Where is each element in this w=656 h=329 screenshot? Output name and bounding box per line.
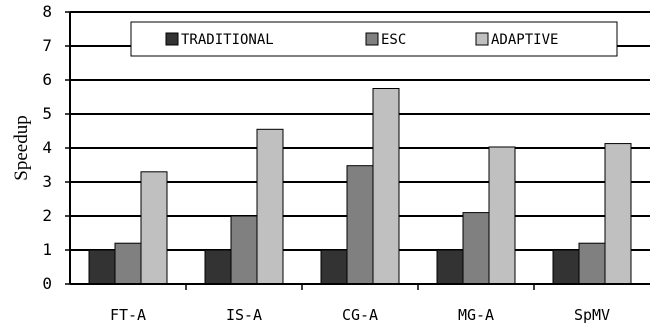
bar-adaptive-is-a — [256, 128, 284, 285]
y-tick-label: 7 — [42, 36, 52, 55]
bars — [88, 88, 632, 285]
y-tick-label: 3 — [42, 172, 52, 191]
bar-esc-mg-a — [462, 212, 490, 285]
x-tick-label: FT-A — [110, 306, 146, 324]
y-tick-label: 4 — [42, 138, 52, 157]
y-tick-label: 1 — [42, 240, 52, 259]
bar-adaptive-ft-a — [140, 171, 168, 285]
bar-esc-spmv — [578, 242, 606, 285]
x-tick-label: CG-A — [342, 306, 378, 324]
legend-swatch-traditional — [165, 32, 179, 46]
x-tick-label: IS-A — [226, 306, 262, 324]
legend-label-traditional: TRADITIONAL — [181, 32, 274, 48]
bar-traditional-spmv — [552, 249, 580, 285]
bar-traditional-cg-a — [320, 249, 348, 285]
x-tick-label: SpMV — [574, 306, 610, 324]
bar-traditional-mg-a — [436, 249, 464, 285]
axes — [65, 11, 650, 290]
y-tick-label: 2 — [42, 206, 52, 225]
bar-esc-cg-a — [346, 165, 374, 285]
legend-swatch-esc — [365, 32, 379, 46]
bar-adaptive-cg-a — [372, 88, 400, 285]
x-tick-labels: FT-A IS-A CG-A MG-A SpMV — [110, 306, 610, 324]
bar-esc-is-a — [230, 215, 258, 285]
bar-traditional-ft-a — [88, 249, 116, 285]
legend-label-esc: ESC — [381, 32, 406, 48]
bar-adaptive-spmv — [604, 143, 632, 285]
y-tick-label: 6 — [42, 70, 52, 89]
legend-label-adaptive: ADAPTIVE — [491, 32, 558, 48]
y-tick-label: 0 — [42, 274, 52, 293]
bar-esc-ft-a — [114, 242, 142, 285]
bar-traditional-is-a — [204, 249, 232, 285]
legend: TRADITIONAL ESC ADAPTIVE — [130, 21, 618, 57]
y-axis-label: Speedup — [11, 115, 32, 180]
legend-swatch-adaptive — [475, 32, 489, 46]
y-tick-labels: 0 1 2 3 4 5 6 7 8 — [42, 2, 52, 293]
y-tick-label: 5 — [42, 104, 52, 123]
y-tick-label: 8 — [42, 2, 52, 21]
x-tick-label: MG-A — [458, 306, 494, 324]
bar-adaptive-mg-a — [488, 146, 516, 285]
